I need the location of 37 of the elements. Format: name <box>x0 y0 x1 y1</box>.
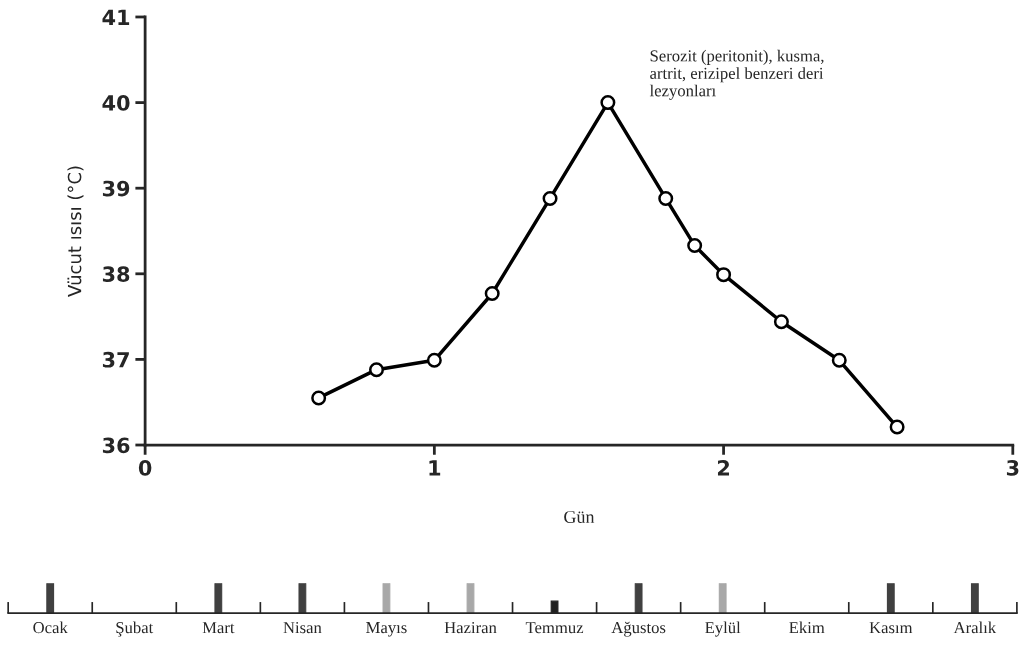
y-tick-label: 39 <box>102 180 130 197</box>
x-tick-label: 0 <box>138 459 152 476</box>
point <box>426 352 442 368</box>
annotation: Serozit (peritonit), kusma, artrit, erizipel benzeri deri lezyonları <box>649 49 824 100</box>
x-tick-label: Şubat <box>116 621 154 637</box>
point <box>889 419 905 435</box>
y-tick-label: 38 <box>102 266 130 283</box>
point <box>687 238 703 254</box>
x-axis-title: Gün <box>564 510 595 524</box>
point <box>716 267 732 283</box>
y-tick-label: 40 <box>102 95 130 111</box>
x-tick-label: Ocak <box>33 621 68 634</box>
point <box>542 190 558 206</box>
y-tick-label: 36 <box>102 437 130 454</box>
x-tick-label: 2 <box>717 459 730 476</box>
x-tick-label: Kasım <box>869 622 913 634</box>
x-tick-label: Haziran <box>444 622 497 634</box>
point <box>369 362 384 378</box>
point <box>831 352 847 368</box>
y-tick-label: 37 <box>102 351 129 368</box>
point <box>600 95 616 111</box>
x-tick-label: Mart <box>202 622 235 634</box>
x-tick-label: Ekim <box>789 621 825 634</box>
point <box>658 190 674 206</box>
x-tick-label: 3 <box>1006 459 1019 476</box>
x-tick-label: Ağustos <box>611 621 666 637</box>
x-tick-label: Aralık <box>953 621 997 634</box>
y-tick-label: 41 <box>102 9 130 25</box>
point <box>773 314 789 330</box>
x-tick-label: Nisan <box>283 622 322 634</box>
x-tick-label: Temmuz <box>525 622 584 634</box>
x-tick-label: Eylül <box>705 621 741 637</box>
point <box>311 390 327 406</box>
x-tick-label: Mayıs <box>366 622 407 637</box>
y-axis-title: Vücut ısısı (°C) <box>67 166 84 297</box>
x-tick-label: 1 <box>429 460 441 476</box>
point <box>484 285 500 301</box>
